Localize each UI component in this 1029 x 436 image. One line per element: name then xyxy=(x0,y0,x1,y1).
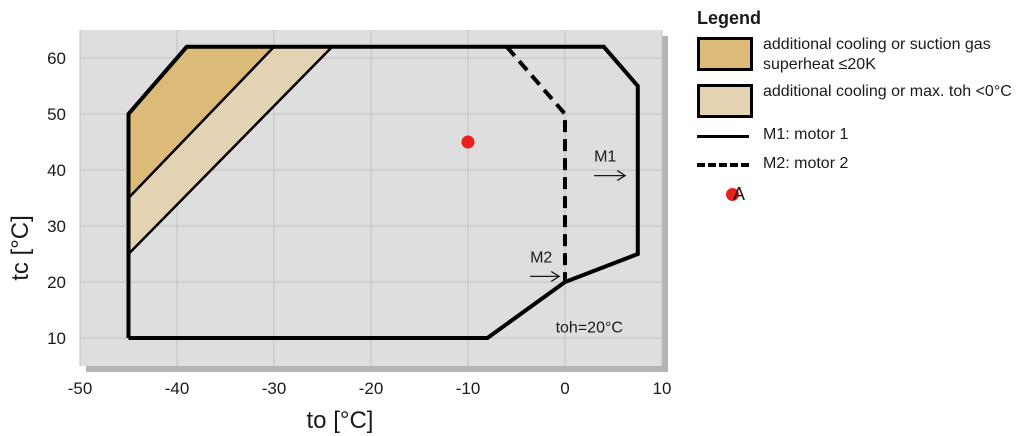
annotation-m1: M1 xyxy=(594,149,616,166)
y-tick-label: 30 xyxy=(47,217,66,236)
legend-label-motor-1: M1: motor 1 xyxy=(763,126,849,143)
legend-solid-line xyxy=(697,134,749,138)
chart-svg: M1 M2 toh=20°C -50 -40 -30 -20 -10 0 10 10 20 30 40 5… xyxy=(7,30,672,434)
legend-dot-icon xyxy=(725,187,739,201)
legend-label-max-toh: additional cooling or max. toh <0°C xyxy=(763,83,1012,100)
legend-item-suction-superheat: additional cooling or suction gas superh… xyxy=(697,35,1027,75)
x-tick-label: -20 xyxy=(359,379,384,398)
legend-label-motor-2: M2: motor 2 xyxy=(763,155,849,172)
region-boundary-line xyxy=(127,45,334,255)
legend-label-suction-superheat: additional cooling or suction gas superh… xyxy=(763,36,991,73)
x-tick-label: -50 xyxy=(68,379,93,398)
x-tick-label: -10 xyxy=(456,379,481,398)
annotation-arrowhead xyxy=(616,170,627,182)
annotation-m2: M2 xyxy=(530,249,552,266)
legend-item-point-a: A xyxy=(697,183,1027,205)
legend-label-point-a: A xyxy=(733,184,746,204)
legend-item-motor-1: M1: motor 1 xyxy=(697,125,1027,147)
legend-swatch-light xyxy=(697,84,753,118)
y-axis-title: tc [°C] xyxy=(7,215,34,281)
x-tick-label: -30 xyxy=(262,379,287,398)
annotation-toh: toh=20°C xyxy=(556,319,623,336)
x-tick-label: 0 xyxy=(560,379,569,398)
x-tick-label: 10 xyxy=(653,379,672,398)
y-tick-label: 60 xyxy=(47,49,66,68)
x-tick-label: -40 xyxy=(165,379,190,398)
legend-item-max-toh: additional cooling or max. toh <0°C xyxy=(697,82,1027,118)
y-tick-label: 20 xyxy=(47,273,66,292)
legend-dashed-line xyxy=(697,163,749,167)
envelope-motor-1 xyxy=(126,44,640,340)
annotation-arrowhead xyxy=(550,270,561,282)
point-a-marker xyxy=(461,135,475,149)
y-tick-label: 10 xyxy=(47,329,66,348)
legend-title: Legend xyxy=(697,8,762,28)
x-axis-title: to [°C] xyxy=(307,407,374,434)
envelope-motor-2 xyxy=(505,45,567,282)
legend-swatch-dark xyxy=(697,37,753,71)
y-tick-label: 50 xyxy=(47,105,66,124)
legend: Legend additional cooling or suction gas… xyxy=(697,8,1027,212)
legend-item-motor-2: M2: motor 2 xyxy=(697,154,1027,176)
y-tick-label: 40 xyxy=(47,161,66,180)
region-boundary-line xyxy=(127,45,275,199)
